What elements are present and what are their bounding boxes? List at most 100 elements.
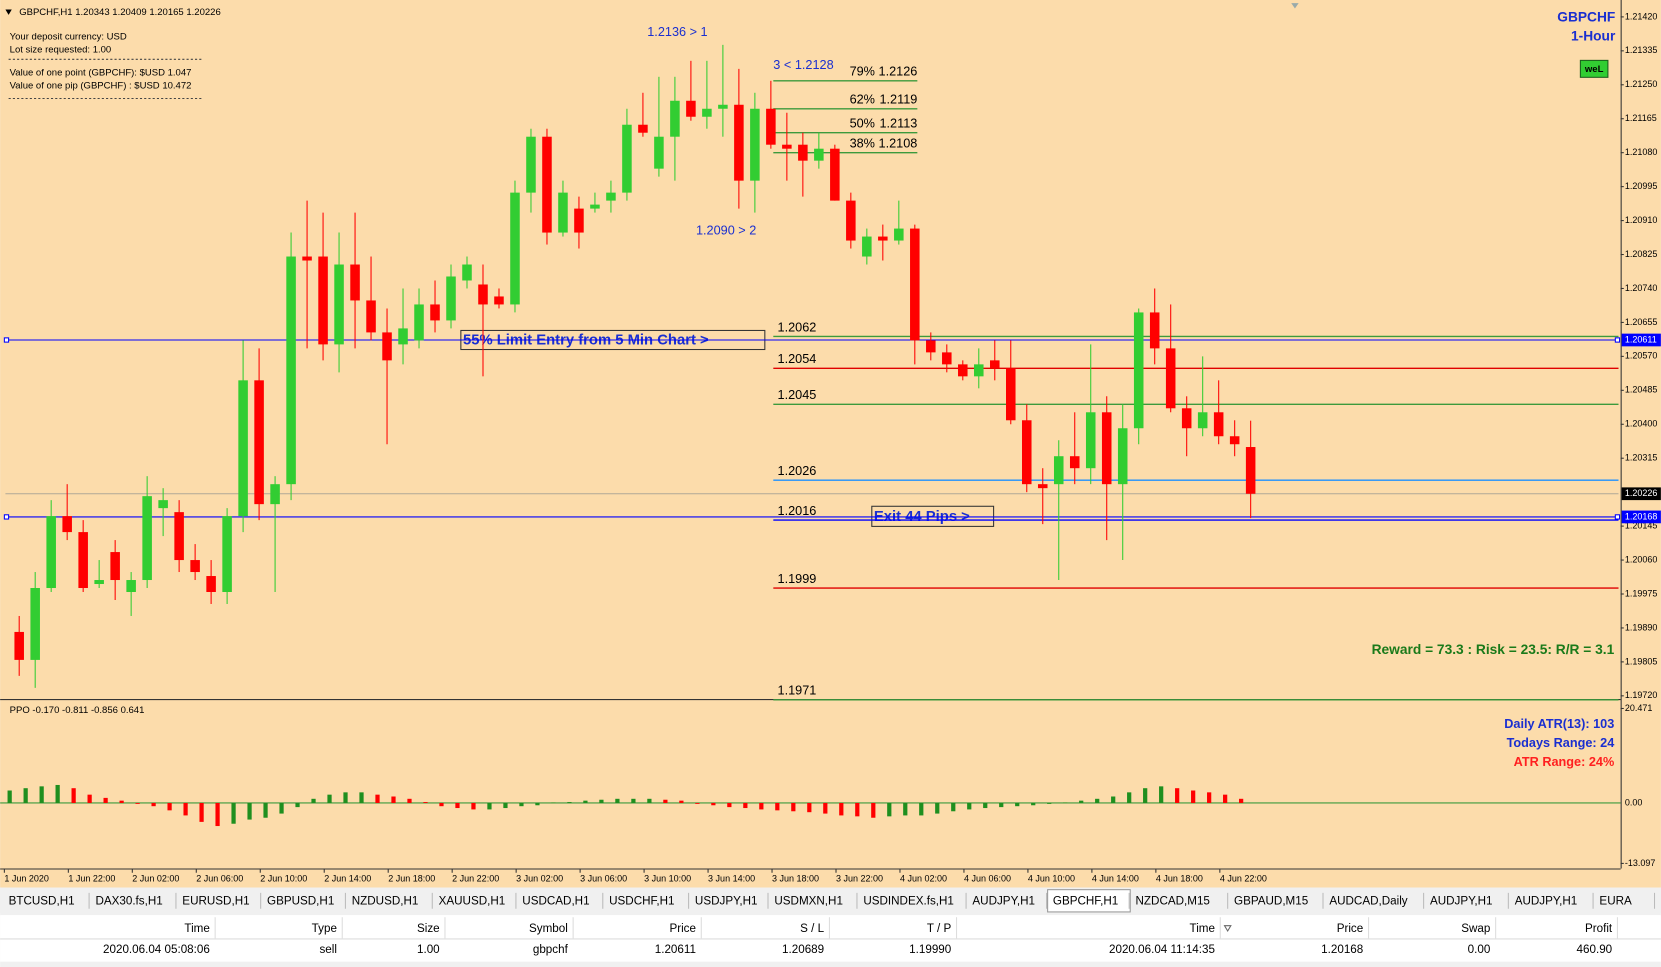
tab-label[interactable]: GBPCHF,H1 [1053, 894, 1118, 907]
column-header[interactable]: Type [312, 922, 337, 935]
level-label: 1.1999 [778, 572, 817, 586]
level-label: 1.2016 [778, 504, 817, 518]
line-handle[interactable] [1614, 337, 1621, 343]
y-tick-label: 1.20060 [1625, 554, 1658, 564]
column-header[interactable]: Price [669, 922, 696, 935]
badge-bg [1579, 59, 1609, 78]
indicator-bar [1143, 788, 1148, 803]
indicator-bar [615, 798, 620, 803]
reward-note: Reward = 73.3 : Risk = 23.5: R/R = 3.1 [1372, 642, 1615, 657]
column-header[interactable]: Time [184, 922, 209, 935]
tab-label[interactable]: BTCUSD,H1 [9, 894, 75, 907]
tab-label[interactable]: XAUUSD,H1 [439, 894, 506, 907]
indicator-bar [1063, 802, 1068, 804]
tab-label[interactable]: EURA [1599, 894, 1632, 907]
x-tick-label: 3 Jun 10:00 [644, 873, 691, 883]
indicator-bar [983, 802, 988, 809]
candle-body [1245, 447, 1256, 494]
indicator-bar [551, 802, 556, 804]
indicator-bar [903, 802, 908, 816]
tab-label[interactable]: AUDJPY,H1 [1515, 894, 1578, 907]
sort-indicator[interactable] [1223, 925, 1232, 933]
y-tick-label: 1.20400 [1625, 419, 1658, 429]
column-header[interactable]: Price [1337, 922, 1364, 935]
column-header[interactable]: S / L [800, 922, 824, 935]
tab-label[interactable]: EURUSD,H1 [182, 894, 249, 907]
candle-body [1053, 456, 1064, 485]
indicator-bar [519, 802, 524, 807]
y-tick-label: 1.20910 [1625, 215, 1658, 225]
level-label: 1.1971 [778, 684, 817, 698]
candle-body [718, 104, 728, 109]
candle-body [366, 300, 376, 333]
candle-body [1006, 368, 1016, 421]
table-cell: 1.20168 [1321, 943, 1363, 956]
annotation: 1.2090 > 2 [696, 223, 756, 237]
y-tick-label: 1.20315 [1625, 453, 1658, 463]
stat: ATR Range: 24% [1514, 755, 1615, 769]
candle-body [542, 136, 552, 233]
x-tick-label: 4 Jun 14:00 [1092, 873, 1139, 883]
candle-body [894, 228, 904, 241]
candle-body [798, 144, 808, 161]
candle-body [846, 200, 856, 241]
tab-label[interactable]: AUDJPY,H1 [972, 894, 1035, 907]
candle-body [734, 104, 744, 181]
tab-label[interactable]: NZDCAD,M15 [1136, 894, 1210, 907]
x-tick-label: 3 Jun 22:00 [836, 873, 883, 883]
indicator-bar [887, 802, 892, 817]
indicator-bar [343, 792, 348, 803]
candle-body [318, 256, 328, 345]
tab-label[interactable]: AUDJPY,H1 [1430, 894, 1493, 907]
column-header[interactable]: Symbol [529, 922, 568, 935]
candle-body [1101, 412, 1112, 485]
column-header[interactable]: Swap [1461, 922, 1490, 935]
candle-body [654, 136, 664, 169]
indicator-bar [775, 802, 780, 811]
price-tag-bg [1621, 510, 1661, 524]
indicator-bar [823, 802, 828, 814]
tab-label[interactable]: DAX30.fs,H1 [95, 894, 162, 907]
tab-label[interactable]: USDCAD,H1 [522, 894, 589, 907]
y-tick-label: 1.19805 [1625, 656, 1658, 666]
line-handle[interactable] [3, 514, 10, 520]
level-label: 1.2062 [778, 320, 817, 334]
tab-label[interactable]: GBPUSD,H1 [267, 894, 334, 907]
line-handle[interactable] [1614, 514, 1621, 520]
chart-subtitle: 1-Hour [1571, 29, 1616, 44]
indicator-bar [695, 802, 700, 804]
indicator-bar [855, 802, 860, 817]
level-label: 1.2026 [778, 464, 817, 478]
tab-label[interactable]: USDINDEX.fs,H1 [863, 894, 954, 907]
candle-body [334, 264, 344, 345]
candle-body [1069, 456, 1080, 469]
candle-body [1149, 312, 1160, 349]
indicator-bar [359, 792, 364, 803]
y-tick-label: 1.21165 [1625, 113, 1657, 123]
column-header[interactable]: Time [1190, 922, 1215, 935]
line-handle[interactable] [3, 337, 10, 343]
candle-body [702, 108, 712, 117]
tab-label[interactable]: USDJPY,H1 [695, 894, 758, 907]
x-tick-label: 3 Jun 06:00 [580, 873, 627, 883]
indicator-bar [247, 802, 252, 820]
indicator-bar [967, 802, 972, 810]
indicator-bar [1223, 794, 1228, 803]
tab-label[interactable]: USDMXN,H1 [774, 894, 843, 907]
tab-label[interactable]: NZDUSD,H1 [352, 894, 419, 907]
candle-body [814, 148, 824, 161]
indicator-bar [871, 802, 876, 818]
table-cell: 1.19990 [909, 943, 952, 956]
column-header[interactable]: T / P [927, 922, 952, 935]
tab-label[interactable]: GBPAUD,M15 [1234, 894, 1308, 907]
tab-label[interactable]: USDCHF,H1 [609, 894, 674, 907]
column-header[interactable]: Size [417, 922, 440, 935]
x-tick-label: 4 Jun 02:00 [900, 873, 947, 883]
menu-triangle[interactable] [5, 9, 12, 15]
indicator-bar [1031, 802, 1036, 806]
column-header[interactable]: Profit [1585, 922, 1613, 935]
indicator-bar [791, 802, 796, 812]
indicator-bar [759, 802, 764, 810]
tab-label[interactable]: AUDCAD,Daily [1329, 894, 1407, 907]
indicator-bar [119, 800, 124, 803]
